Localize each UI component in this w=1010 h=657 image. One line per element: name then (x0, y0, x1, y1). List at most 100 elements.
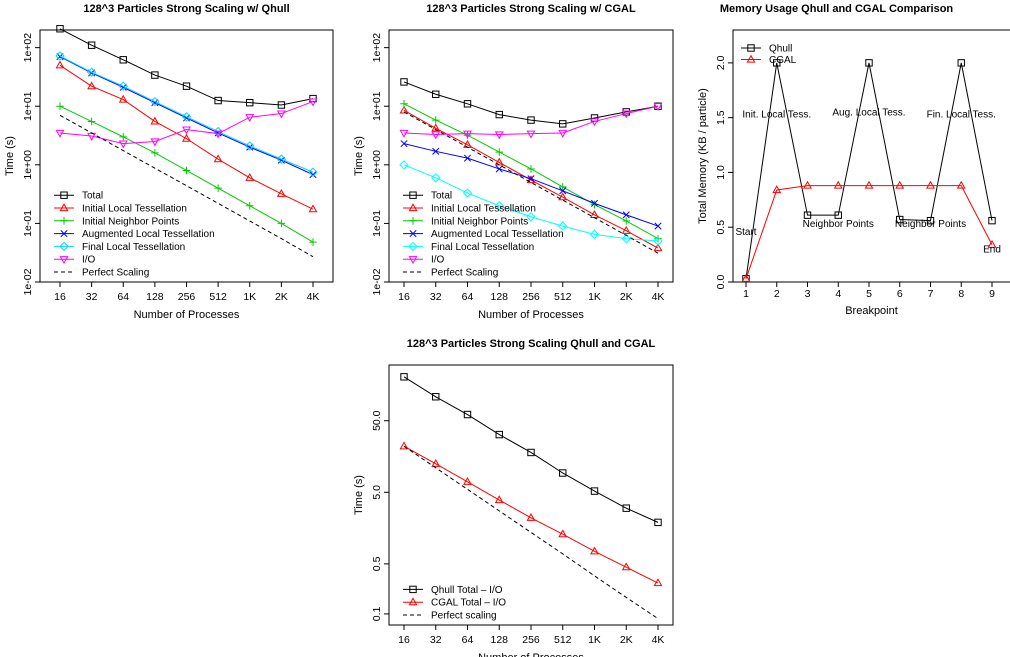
series-line-2 (403, 445, 659, 620)
legend-marker (408, 203, 418, 212)
series-line-4 (59, 55, 314, 173)
data-point (399, 105, 409, 114)
legend-label: Initial Local Tessellation (431, 204, 536, 215)
x-tick-label: 4K (652, 634, 665, 646)
data-point (150, 138, 160, 147)
data-point (119, 56, 127, 64)
annotation-label: Aug. Local Tess. (832, 107, 905, 118)
data-point (590, 199, 599, 207)
data-point (150, 96, 160, 107)
data-point (276, 154, 287, 164)
x-tick-label: 32 (430, 291, 442, 303)
x-tick-label: 32 (430, 634, 442, 646)
x-tick-label: 2K (275, 291, 288, 303)
legend-label: Initial Neighbor Points (431, 216, 528, 227)
legend-marker (409, 217, 417, 225)
data-point (957, 59, 965, 67)
data-point (277, 219, 286, 228)
legend-entry: Total (403, 191, 452, 202)
data-point (526, 130, 536, 139)
data-point (56, 25, 64, 33)
data-point (246, 98, 254, 107)
data-point (399, 160, 409, 170)
data-point (558, 183, 567, 191)
x-tick-label: 64 (462, 291, 474, 303)
y-tick-label: 50.0 (371, 410, 383, 431)
data-point (527, 116, 535, 124)
x-tick-label: 2K (620, 634, 633, 646)
data-point (559, 469, 567, 477)
data-point (772, 185, 782, 194)
y-tick-label: 0.1 (371, 606, 383, 621)
data-point (308, 98, 318, 107)
data-point (432, 393, 440, 401)
x-axis-label: Number of Processes (134, 309, 240, 321)
data-point (926, 180, 935, 189)
data-point (151, 149, 159, 157)
data-point (87, 41, 96, 49)
legend-entry: I/O (403, 255, 445, 266)
data-point (494, 131, 504, 140)
legend-entry: Augmented Local Tessellation (54, 229, 215, 240)
legend-entry: Perfect Scaling (54, 268, 149, 279)
legend-label: Perfect Scaling (82, 268, 149, 279)
data-point (865, 59, 873, 67)
legend-marker (60, 230, 68, 238)
data-point (622, 504, 630, 512)
legend-marker (408, 241, 418, 252)
data-point (654, 222, 662, 230)
y-tick-label: 1e-02 (22, 268, 34, 295)
y-tick-label: 2.0 (715, 55, 727, 70)
data-point (277, 101, 286, 109)
data-point (213, 154, 223, 163)
data-point (463, 130, 472, 139)
data-point (400, 373, 408, 381)
y-tick-label: 1e+01 (371, 91, 383, 121)
data-point (214, 184, 222, 192)
legend-marker (746, 54, 756, 63)
data-point (214, 96, 222, 105)
legend-marker (408, 256, 418, 265)
y-axis-label: Total Memory (KB / particle) (697, 88, 709, 224)
data-point (118, 140, 128, 149)
data-point (559, 120, 567, 128)
data-point (245, 172, 255, 181)
chart-qhull: 128^3 Particles Strong Scaling w/ Qhull 1… (4, 3, 334, 321)
data-point (621, 562, 631, 571)
data-point (463, 154, 472, 162)
y-tick-label: 1e-01 (371, 210, 383, 237)
x-tick-label: 256 (522, 291, 540, 303)
legend-entry: Qhull Total – I/O (403, 585, 503, 596)
data-point (182, 166, 191, 175)
data-point (431, 123, 441, 132)
legend-label: Initial Neighbor Points (82, 216, 179, 227)
series-line-4 (403, 164, 659, 242)
data-point (654, 518, 662, 527)
y-tick-label: 1e+02 (22, 33, 34, 63)
data-point (87, 81, 97, 90)
annotation-label: Fin. Local Tess. (927, 110, 996, 121)
series-line-1 (745, 185, 993, 279)
data-point (400, 140, 408, 148)
data-point (182, 126, 191, 135)
annotation-label: Neighbor Points (895, 219, 966, 230)
x-tick-label: 3 (805, 288, 811, 300)
data-point (87, 117, 96, 126)
data-point (463, 477, 472, 485)
data-point (245, 141, 255, 151)
x-axis-label: Number of Processes (478, 652, 584, 657)
y-axis-label: Time (s) (4, 136, 16, 176)
data-point (559, 187, 567, 195)
data-point (621, 225, 631, 234)
chart-title: Memory Usage Qhull and CGAL Comparison (720, 3, 954, 15)
legend-marker (747, 44, 755, 52)
y-tick-label: 1e-02 (371, 268, 383, 295)
series-line-6 (59, 114, 314, 258)
x-tick-label: 4K (652, 291, 665, 303)
legend-marker (409, 191, 417, 199)
x-tick-label: 256 (522, 634, 540, 646)
data-point (119, 133, 128, 141)
y-axis-label: Time (s) (353, 475, 365, 515)
y-tick-label: 0.0 (715, 275, 727, 290)
data-point (621, 110, 631, 119)
